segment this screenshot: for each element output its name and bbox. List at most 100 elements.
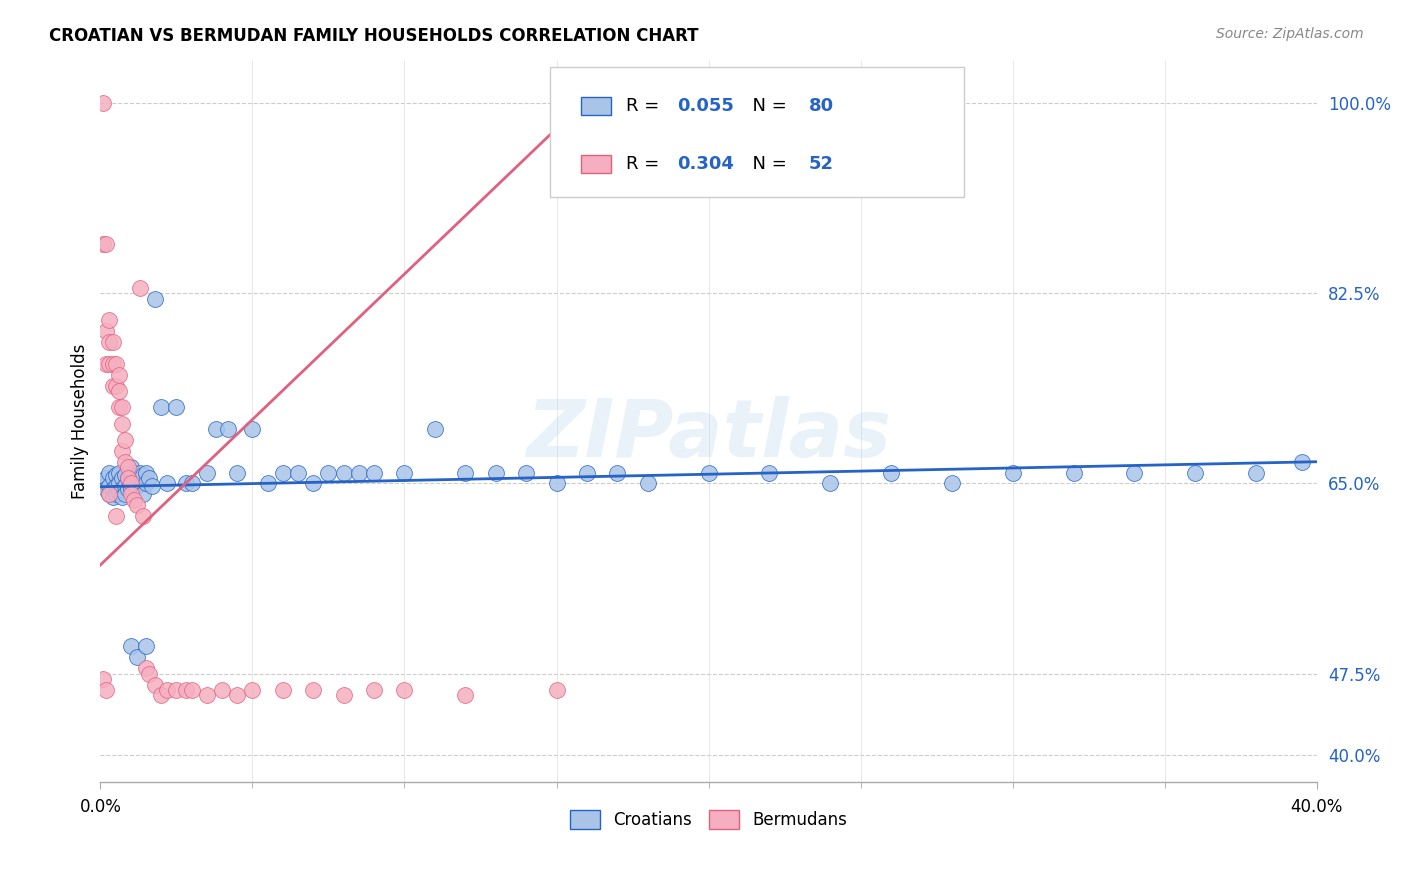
Point — [180, 683, 202, 698]
Text: 0.055: 0.055 — [678, 97, 734, 115]
Point — [122, 466, 145, 480]
Point — [98, 313, 121, 327]
Point — [120, 482, 142, 496]
Point — [195, 466, 218, 480]
Point — [98, 357, 121, 371]
Point — [143, 677, 166, 691]
Point — [135, 640, 157, 654]
Point — [125, 467, 148, 482]
Point — [132, 509, 155, 524]
Point — [135, 476, 157, 491]
Point — [820, 476, 842, 491]
Point — [107, 466, 129, 480]
Point — [180, 476, 202, 491]
Point — [156, 683, 179, 698]
Point — [515, 466, 537, 480]
Point — [697, 466, 720, 480]
Point — [122, 476, 145, 491]
FancyBboxPatch shape — [581, 97, 612, 115]
Point — [1123, 466, 1146, 480]
Text: 80: 80 — [808, 97, 834, 115]
Point — [122, 492, 145, 507]
Point — [150, 689, 173, 703]
Point — [107, 384, 129, 398]
Point — [120, 471, 142, 485]
Text: N =: N = — [741, 97, 793, 115]
Point — [217, 422, 239, 436]
Point — [394, 683, 416, 698]
Point — [332, 689, 354, 703]
Point — [101, 471, 124, 485]
Point — [101, 490, 124, 504]
Point — [125, 478, 148, 492]
Text: R =: R = — [626, 97, 665, 115]
Point — [111, 417, 134, 431]
Point — [98, 478, 121, 492]
Point — [1001, 466, 1024, 480]
Point — [117, 460, 139, 475]
Point — [114, 487, 136, 501]
FancyBboxPatch shape — [551, 67, 965, 197]
Point — [1184, 466, 1206, 480]
Point — [485, 466, 508, 480]
Point — [107, 368, 129, 382]
Point — [128, 281, 150, 295]
Point — [117, 482, 139, 496]
Point — [101, 335, 124, 350]
Point — [132, 467, 155, 482]
Point — [256, 476, 278, 491]
Point — [101, 378, 124, 392]
Point — [575, 466, 598, 480]
Point — [96, 324, 118, 338]
Point — [941, 476, 963, 491]
Point — [363, 466, 385, 480]
Point — [120, 487, 142, 501]
Point — [132, 487, 155, 501]
Point — [111, 401, 134, 415]
Point — [125, 650, 148, 665]
Text: 52: 52 — [808, 155, 834, 173]
Point — [104, 378, 127, 392]
Point — [758, 466, 780, 480]
Point — [174, 476, 197, 491]
Point — [242, 422, 264, 436]
Point — [1244, 466, 1267, 480]
Point — [165, 401, 187, 415]
Point — [242, 683, 264, 698]
Point — [120, 476, 142, 491]
Point — [125, 498, 148, 512]
Point — [135, 661, 157, 675]
Point — [96, 357, 118, 371]
Text: ZIPatlas: ZIPatlas — [526, 396, 891, 475]
Point — [104, 478, 127, 492]
Point — [143, 292, 166, 306]
Point — [111, 482, 134, 496]
Point — [423, 422, 446, 436]
Point — [98, 487, 121, 501]
Point — [318, 466, 340, 480]
Point — [606, 466, 628, 480]
Point — [114, 455, 136, 469]
Point — [138, 666, 160, 681]
FancyBboxPatch shape — [581, 155, 612, 173]
Point — [195, 689, 218, 703]
Point — [150, 401, 173, 415]
Point — [96, 683, 118, 698]
Point — [107, 401, 129, 415]
Point — [205, 422, 228, 436]
Point — [302, 683, 325, 698]
Point — [546, 683, 568, 698]
Point — [1063, 466, 1085, 480]
Point — [138, 471, 160, 485]
Point — [93, 476, 115, 491]
Point — [107, 485, 129, 500]
Point — [1291, 455, 1313, 469]
Point — [287, 466, 309, 480]
Point — [302, 476, 325, 491]
Point — [226, 466, 249, 480]
Text: R =: R = — [626, 155, 665, 173]
Point — [93, 237, 115, 252]
Point — [637, 476, 659, 491]
Point — [226, 689, 249, 703]
Point — [128, 466, 150, 480]
